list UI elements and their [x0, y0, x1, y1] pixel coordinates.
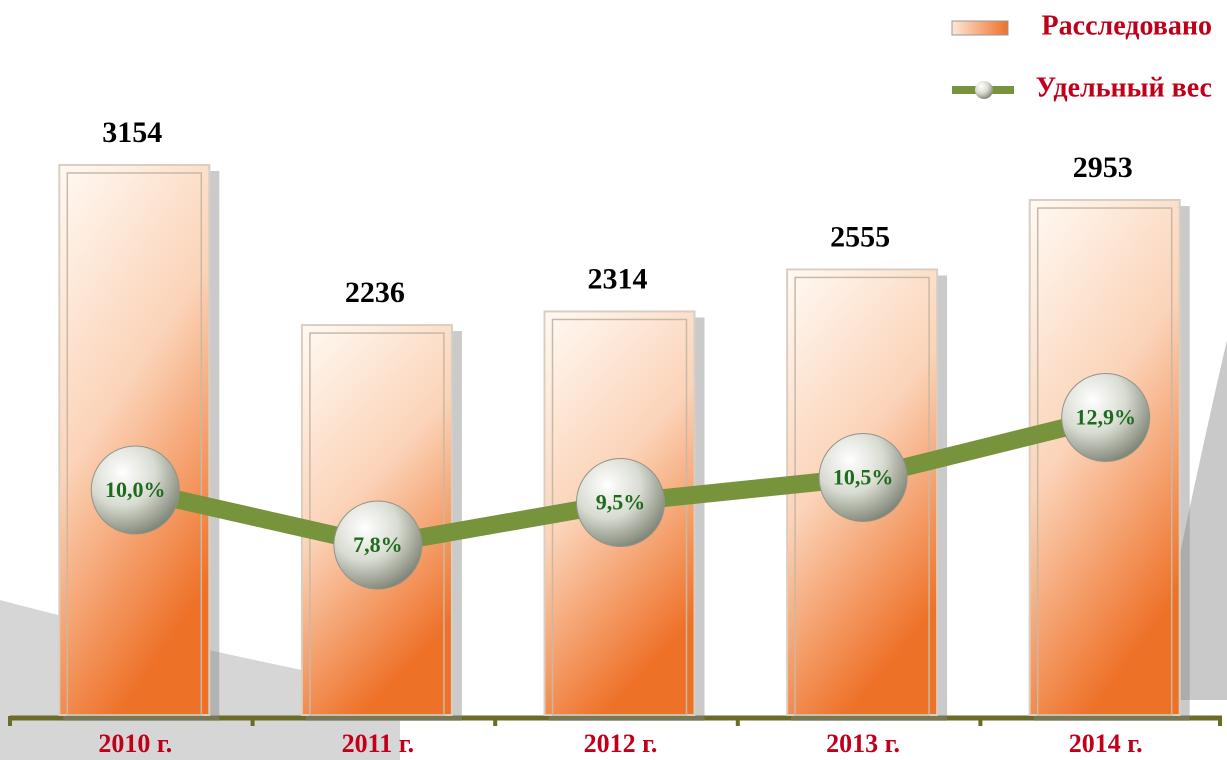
bar-value-label: 2314	[588, 262, 648, 295]
x-tick-label: 2014 г.	[1069, 729, 1143, 758]
marker	[576, 458, 665, 547]
x-tick-label: 2012 г.	[584, 729, 658, 758]
bar-inner-frame	[66, 172, 203, 716]
line-value-label: 7,8%	[353, 532, 403, 557]
bar-value-label: 2236	[345, 276, 405, 309]
marker	[333, 500, 423, 590]
line-value-label: 12,9%	[1075, 405, 1136, 430]
bar-value-label: 2953	[1073, 151, 1133, 184]
bar-value-label: 3154	[102, 116, 162, 149]
line-value-label: 10,5%	[833, 465, 894, 490]
line-value-label: 9,5%	[596, 490, 646, 515]
x-tick-label: 2010 г.	[98, 729, 172, 758]
legend-label: Расследовано	[1042, 10, 1212, 41]
legend-label: Удельный вес	[1036, 72, 1212, 103]
x-tick-label: 2011 г.	[342, 729, 414, 758]
bar	[58, 163, 211, 717]
x-tick-label: 2013 г.	[826, 729, 900, 758]
marker	[1061, 373, 1151, 462]
line-value-label: 10,0%	[105, 477, 166, 502]
legend: Расследовано Удельный вес	[951, 10, 1212, 103]
legend-swatch	[975, 81, 993, 99]
bar-value-label: 2555	[830, 220, 890, 253]
legend-swatch	[951, 20, 1009, 36]
marker	[818, 433, 908, 522]
bar-inner-frame	[794, 276, 930, 716]
bar-inner-frame	[1036, 207, 1173, 716]
marker	[90, 445, 180, 535]
